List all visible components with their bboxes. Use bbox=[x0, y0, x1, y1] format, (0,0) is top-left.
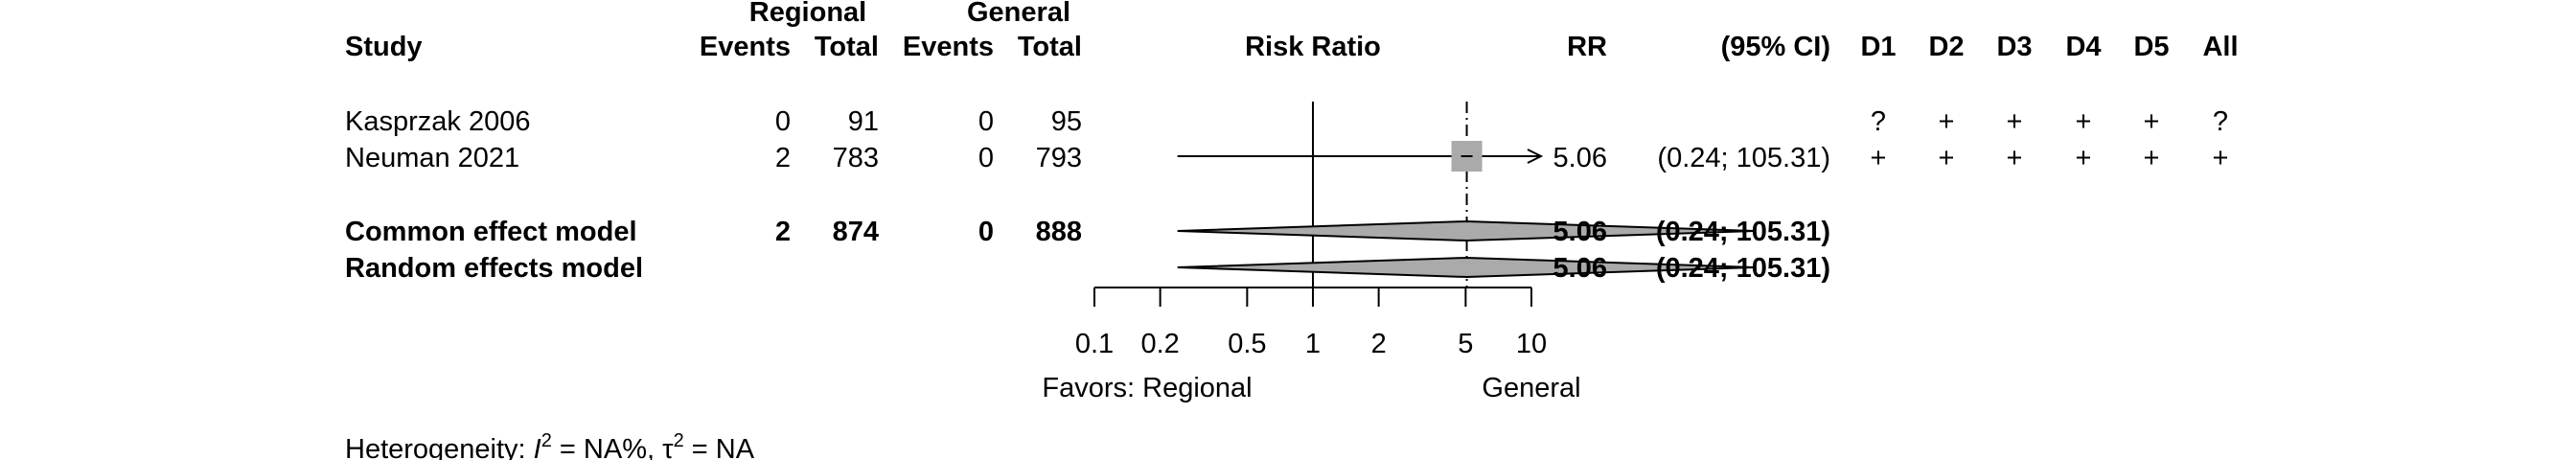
common-model-total-2: 888 bbox=[1036, 217, 1082, 247]
common-model-events-1: 2 bbox=[775, 217, 791, 247]
study-2-bias-d2: + bbox=[1939, 143, 1955, 173]
study-2-events-2: 0 bbox=[978, 143, 994, 173]
common-model-total-1: 874 bbox=[833, 217, 879, 247]
random-model-rr: 5.06 bbox=[1553, 253, 1607, 284]
tick-label-4: 2 bbox=[1371, 329, 1387, 359]
study-1-events-1: 0 bbox=[775, 106, 791, 137]
random-model-ci: (0.24; 105.31) bbox=[1656, 253, 1830, 284]
header-ci: (95% CI) bbox=[1721, 32, 1830, 62]
diamond-common bbox=[1177, 219, 1756, 242]
header-rr: RR bbox=[1567, 32, 1607, 62]
header-events-2: Events bbox=[903, 32, 994, 62]
header-all: All bbox=[2202, 32, 2238, 62]
study-1-bias-all: ? bbox=[2213, 106, 2228, 137]
header-d4: D4 bbox=[2065, 32, 2101, 62]
header-d1: D1 bbox=[1860, 32, 1896, 62]
header-d3: D3 bbox=[1996, 32, 2032, 62]
header-d5: D5 bbox=[2133, 32, 2169, 62]
study-1-total-1: 91 bbox=[848, 106, 879, 137]
ci-arrow-study-2 bbox=[1527, 149, 1544, 164]
header-plot: Risk Ratio bbox=[1245, 32, 1381, 62]
favors-right-label: General bbox=[1482, 373, 1580, 403]
header-events-1: Events bbox=[700, 32, 791, 62]
study-2-bias-d1: + bbox=[1871, 143, 1887, 173]
header-group2: General bbox=[967, 0, 1070, 28]
study-2-bias-d3: + bbox=[2007, 143, 2023, 173]
header-total-1: Total bbox=[815, 32, 879, 62]
header-group1: Regional bbox=[749, 0, 866, 28]
study-2-total-2: 793 bbox=[1036, 143, 1082, 173]
tick-label-2: 0.5 bbox=[1228, 329, 1266, 359]
header-study: Study bbox=[345, 32, 423, 62]
random-model-name: Random effects model bbox=[345, 253, 643, 284]
study-1-bias-d1: ? bbox=[1871, 106, 1886, 137]
study-1-name: Kasprzak 2006 bbox=[345, 106, 530, 137]
header-total-2: Total bbox=[1018, 32, 1082, 62]
study-2-rr: 5.06 bbox=[1553, 143, 1607, 173]
common-model-rr: 5.06 bbox=[1553, 217, 1607, 247]
tick-label-5: 5 bbox=[1458, 329, 1473, 359]
tick-label-3: 1 bbox=[1305, 329, 1321, 359]
study-1-bias-d3: + bbox=[2007, 106, 2023, 137]
favors-left-label: Favors: Regional bbox=[1042, 373, 1252, 403]
study-2-events-1: 2 bbox=[775, 143, 791, 173]
study-2-bias-all: + bbox=[2213, 143, 2229, 173]
study-1-bias-d2: + bbox=[1939, 106, 1955, 137]
tick-label-1: 0.2 bbox=[1140, 329, 1179, 359]
study-1-events-2: 0 bbox=[978, 106, 994, 137]
common-model-name: Common effect model bbox=[345, 217, 637, 247]
tick-label-6: 10 bbox=[1516, 329, 1547, 359]
common-model-events-2: 0 bbox=[978, 217, 994, 247]
study-1-total-2: 95 bbox=[1051, 106, 1082, 137]
study-1-bias-d4: + bbox=[2076, 106, 2092, 137]
study-2-total-1: 783 bbox=[833, 143, 879, 173]
tick-label-0: 0.1 bbox=[1075, 329, 1114, 359]
study-2-name: Neuman 2021 bbox=[345, 143, 519, 173]
study-2-bias-d4: + bbox=[2076, 143, 2092, 173]
common-model-ci: (0.24; 105.31) bbox=[1656, 217, 1830, 247]
study-2-ci: (0.24; 105.31) bbox=[1657, 143, 1830, 173]
study-1-bias-d5: + bbox=[2144, 106, 2160, 137]
diamond-random bbox=[1177, 256, 1756, 279]
study-2-bias-d5: + bbox=[2144, 143, 2160, 173]
heterogeneity-text: Heterogeneity: I2 = NA%, τ2 = NA bbox=[345, 430, 755, 460]
header-d2: D2 bbox=[1928, 32, 1964, 62]
